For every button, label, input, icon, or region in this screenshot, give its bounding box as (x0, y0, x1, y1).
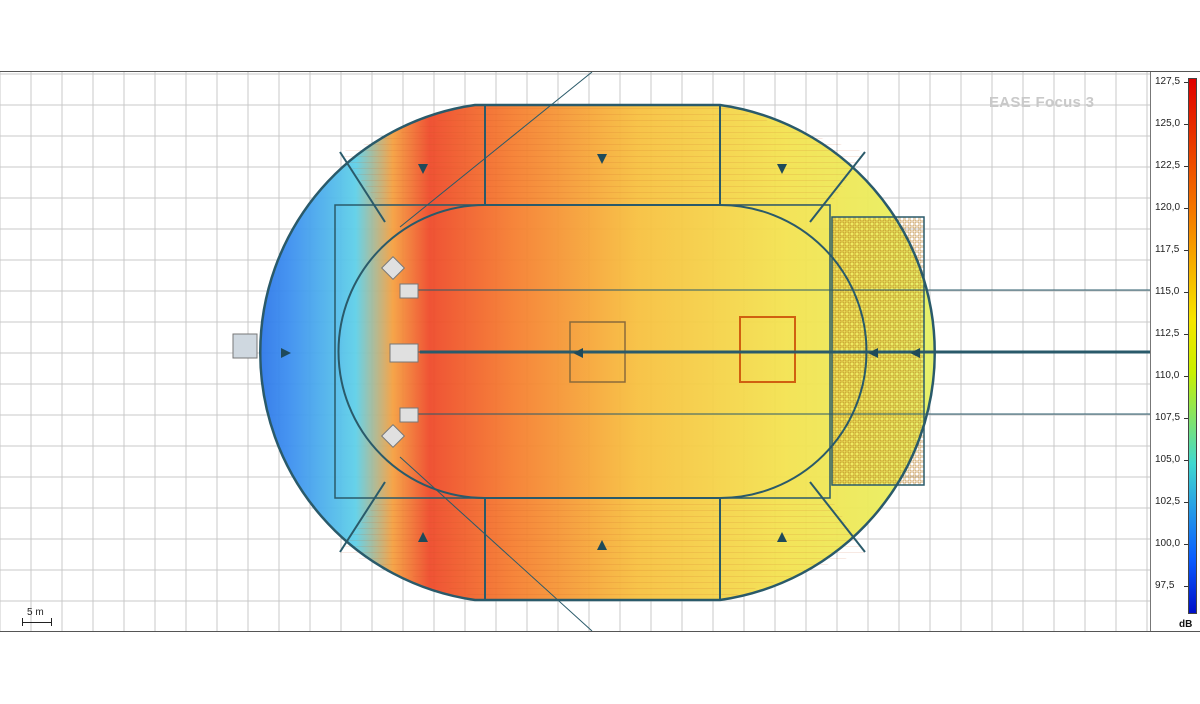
scale-bar: 5 m (22, 607, 52, 629)
legend-tick: 110,0 (1155, 370, 1180, 381)
legend-tick: 112,5 (1155, 328, 1180, 339)
legend-tick: 125,0 (1155, 118, 1181, 129)
scale-line (22, 622, 52, 623)
ease-focus-watermark: EASE Focus 3 (989, 94, 1095, 111)
legend-tick: 127,5 (1155, 76, 1181, 87)
legend-tick: 107,5 (1155, 412, 1181, 423)
scale-label: 5 m (27, 607, 44, 618)
legend-tick-mark (1184, 502, 1188, 503)
unit-label: dB (1179, 619, 1193, 630)
legend-tick: 120,0 (1155, 202, 1181, 213)
legend-tick: 102,5 (1155, 496, 1181, 507)
sound-map-viewport[interactable]: EASE Focus 3 5 m 127,5 125,0 122,5 120,0… (0, 71, 1200, 632)
legend-tick: 122,5 (1155, 160, 1181, 171)
stadium-outline (259, 103, 936, 602)
legend-tick-mark (1184, 166, 1188, 167)
legend-tick: 117,5 (1155, 244, 1180, 255)
legend-tick: 115,0 (1155, 286, 1180, 297)
direction-arrows (281, 154, 920, 550)
stadium-plan[interactable] (0, 72, 1150, 631)
legend-tick-mark (1184, 586, 1188, 587)
loudspeakers[interactable] (232, 255, 419, 449)
legend-tick-mark (1184, 376, 1188, 377)
legend-tick: 97,5 (1155, 580, 1175, 591)
legend-tick-mark (1184, 418, 1188, 419)
legend-tick-mark (1184, 292, 1188, 293)
legend-tick-mark (1184, 250, 1188, 251)
legend-tick-mark (1184, 82, 1188, 83)
colorbar (1188, 78, 1197, 614)
scale-tick-right (51, 618, 52, 626)
color-legend: 127,5 125,0 122,5 120,0 117,5 115,0 112,… (1150, 72, 1200, 631)
legend-tick-mark (1184, 460, 1188, 461)
legend-tick-mark (1184, 334, 1188, 335)
legend-tick: 100,0 (1155, 538, 1181, 549)
legend-tick-mark (1184, 544, 1188, 545)
legend-tick: 105,0 (1155, 454, 1181, 465)
scale-tick-left (22, 618, 23, 626)
legend-tick-mark (1184, 208, 1188, 209)
legend-tick-mark (1184, 124, 1188, 125)
